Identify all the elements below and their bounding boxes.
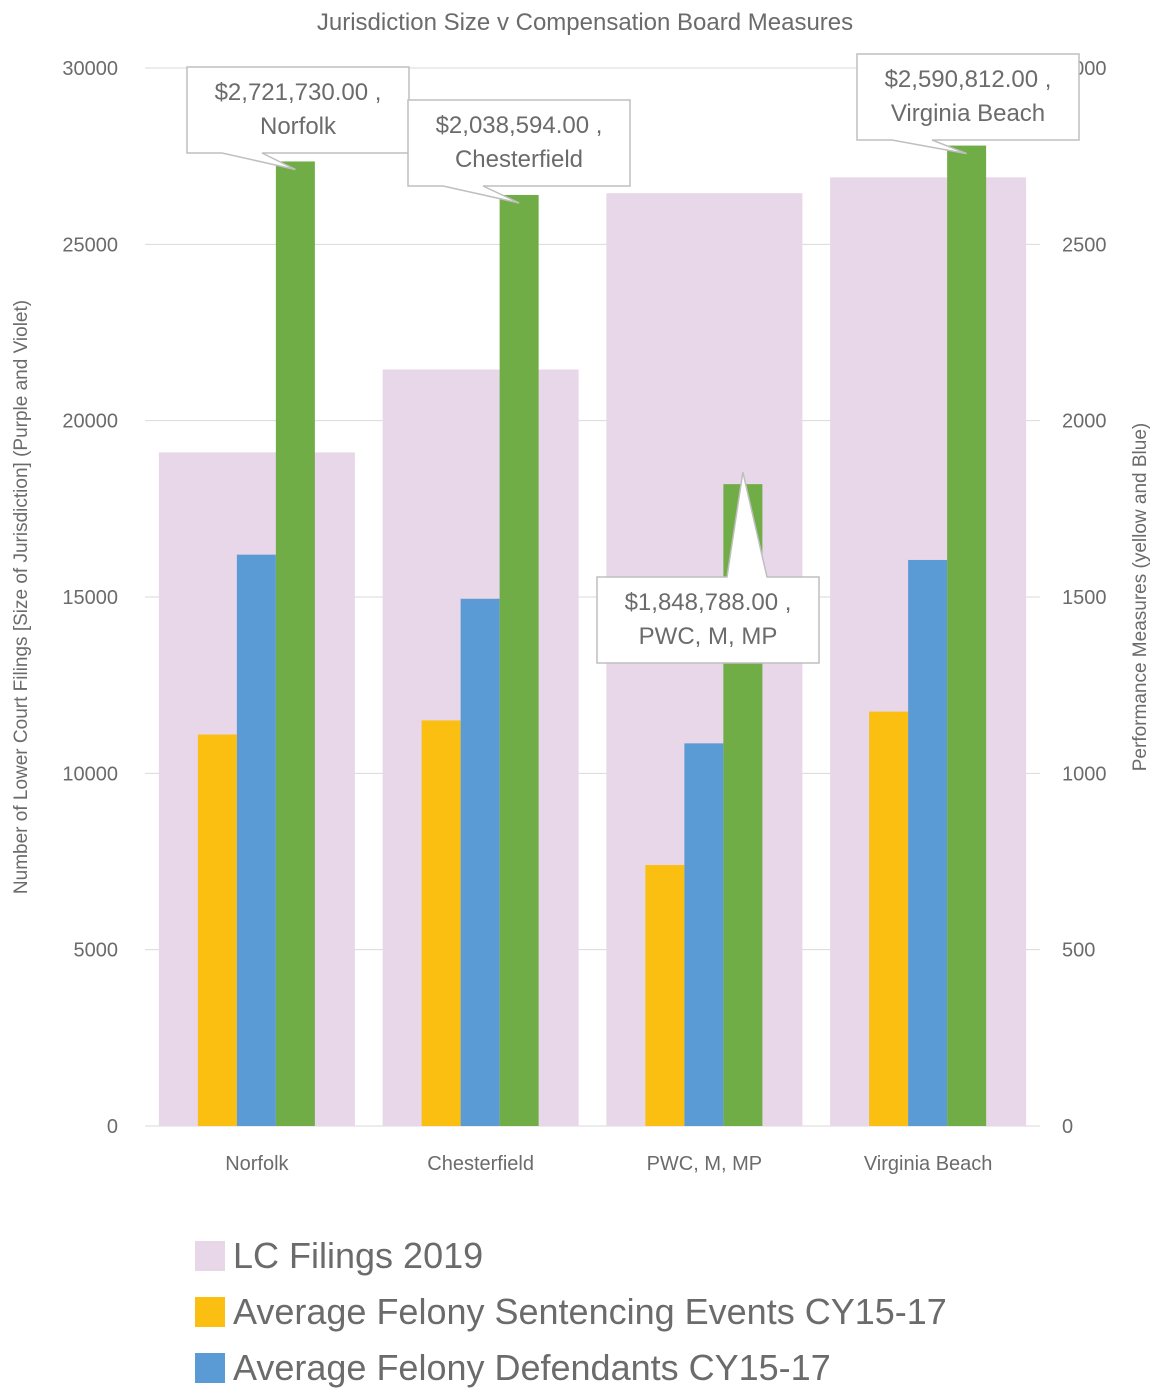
y-left-tick-label: 0 xyxy=(107,1116,118,1138)
chart-svg: Jurisdiction Size v Compensation Board M… xyxy=(11,9,1151,1175)
legend-item: LC Filings 2019 xyxy=(195,1228,947,1284)
y-left-axis-title: Number of Lower Court Filings [Size of J… xyxy=(11,300,32,894)
y-right-tick-label: 0 xyxy=(1062,1116,1073,1138)
callout-text: $2,590,812.00 , xyxy=(885,66,1052,93)
legend-swatch xyxy=(195,1297,225,1327)
y-left-tick-label: 10000 xyxy=(62,763,118,785)
x-tick-label: Norfolk xyxy=(225,1153,289,1175)
callout-text: $2,721,730.00 , xyxy=(215,79,382,106)
legend-label: Average Felony Sentencing Events CY15-17 xyxy=(233,1291,947,1332)
legend-item: Average Felony Sentencing Events CY15-17 xyxy=(195,1284,947,1340)
y-left-tick-label: 15000 xyxy=(62,587,118,609)
callout-text: Norfolk xyxy=(260,113,337,140)
callout-box xyxy=(407,99,631,204)
y-right-tick-label: 1500 xyxy=(1062,587,1107,609)
x-tick-label: Chesterfield xyxy=(427,1153,534,1175)
x-tick-label: PWC, M, MP xyxy=(647,1153,763,1175)
y-right-tick-label: 1000 xyxy=(1062,763,1107,785)
bar-series-2 xyxy=(460,598,500,1126)
callout-text: Virginia Beach xyxy=(891,100,1045,127)
y-right-tick-label: 2500 xyxy=(1062,234,1107,256)
legend-item: Average Felony Defendants CY15-17 xyxy=(195,1340,947,1396)
legend-swatch xyxy=(195,1353,225,1383)
legend-label: LC Filings 2019 xyxy=(233,1235,484,1276)
y-right-tick-label: 500 xyxy=(1062,940,1095,962)
y-left-tick-label: 25000 xyxy=(62,234,118,256)
bar-series-2 xyxy=(236,554,276,1126)
callout-box xyxy=(596,471,820,664)
bar-series-1 xyxy=(421,720,461,1126)
callout-box xyxy=(856,53,1080,155)
callout-box xyxy=(186,66,410,171)
bar-series-3 xyxy=(499,194,539,1126)
y-left-tick-label: 5000 xyxy=(74,940,119,962)
x-tick-label: Virginia Beach xyxy=(864,1153,993,1175)
bar-series-1 xyxy=(645,865,685,1126)
callout-text: $2,038,594.00 , xyxy=(436,112,603,139)
chart-legend: LC Filings 2019 Average Felony Sentencing… xyxy=(195,1228,947,1396)
bar-series-1 xyxy=(869,711,909,1126)
y-right-axis-title: Performance Measures (yellow and Blue) xyxy=(1130,423,1151,772)
callout-text: Chesterfield xyxy=(455,146,583,173)
bar-series-2 xyxy=(684,743,724,1126)
bar-series-2 xyxy=(908,559,948,1126)
y-right-tick-label: 2000 xyxy=(1062,411,1107,433)
legend-swatch xyxy=(195,1241,225,1271)
bar-series-1 xyxy=(197,734,237,1126)
chart-title: Jurisdiction Size v Compensation Board M… xyxy=(317,9,853,36)
callout-text: PWC, M, MP xyxy=(639,623,778,650)
legend-label: Average Felony Defendants CY15-17 xyxy=(233,1347,831,1388)
y-left-tick-label: 20000 xyxy=(62,411,118,433)
bar-series-3 xyxy=(275,161,315,1126)
callout-text: $1,848,788.00 , xyxy=(625,589,792,616)
bar-series-3 xyxy=(947,145,987,1126)
y-left-tick-label: 30000 xyxy=(62,58,118,80)
